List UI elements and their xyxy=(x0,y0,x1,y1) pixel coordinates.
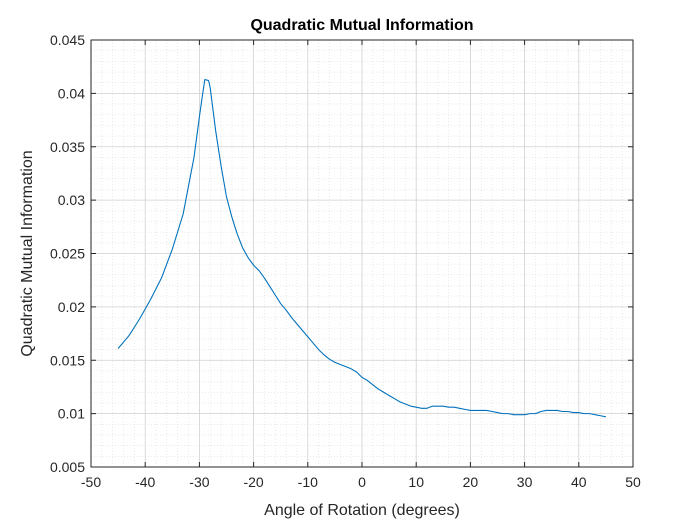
y-tick-label: 0.03 xyxy=(58,192,85,208)
series-line xyxy=(117,78,607,418)
chart-title: Quadratic Mutual Information xyxy=(250,17,473,34)
x-tick-labels: -50 -40 -30 -20 -10 0 10 20 30 40 50 xyxy=(81,474,641,490)
x-tick-label: 40 xyxy=(571,474,587,490)
y-tick-label: 0.01 xyxy=(58,406,85,422)
y-tick-label: 0.04 xyxy=(58,85,85,101)
y-tick-label: 0.02 xyxy=(58,299,85,315)
x-tick-label: -20 xyxy=(243,474,263,490)
y-tick-label: 0.035 xyxy=(50,139,85,155)
y-tick-label: 0.015 xyxy=(50,352,85,368)
y-tick-labels: 0.005 0.01 0.015 0.02 0.025 0.03 0.035 0.04 0.04… xyxy=(50,32,85,475)
x-tick-label: 10 xyxy=(408,474,424,490)
ticks xyxy=(90,39,634,468)
x-tick-label: 0 xyxy=(358,474,366,490)
x-tick-label: 30 xyxy=(517,474,533,490)
x-tick-label: -30 xyxy=(189,474,209,490)
x-tick-label: -40 xyxy=(135,474,155,490)
x-tick-label: 20 xyxy=(463,474,479,490)
y-axis-label: Quadratic Mutual Information xyxy=(19,150,36,356)
x-axis-label: Angle of Rotation (degrees) xyxy=(264,502,460,519)
series-layer xyxy=(117,78,607,418)
y-tick-label: 0.005 xyxy=(50,459,85,475)
x-tick-label: -10 xyxy=(298,474,318,490)
y-tick-label: 0.025 xyxy=(50,246,85,262)
x-tick-label: -50 xyxy=(81,474,101,490)
x-tick-label: 50 xyxy=(625,474,641,490)
y-tick-label: 0.045 xyxy=(50,32,85,48)
